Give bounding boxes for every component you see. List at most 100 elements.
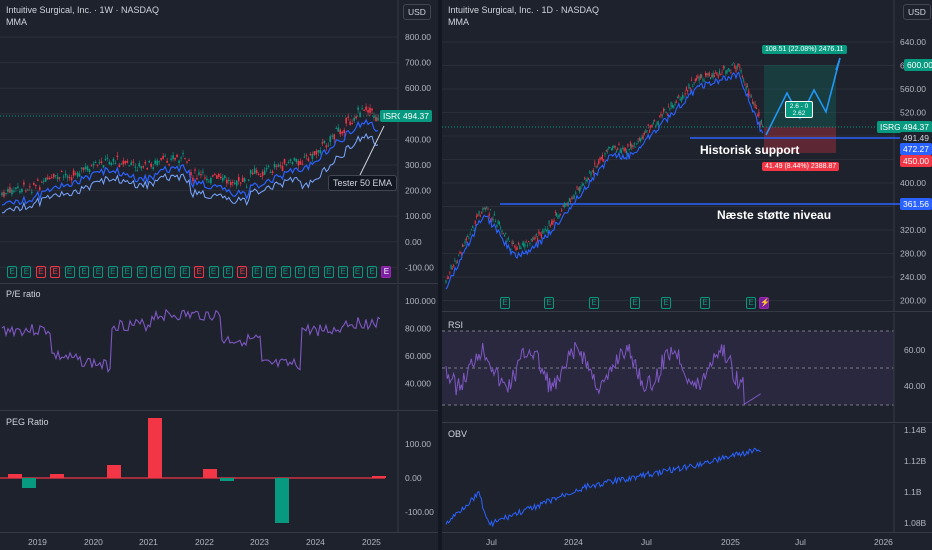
left-candle <box>150 163 153 167</box>
left-candle <box>148 161 151 163</box>
right-earnings-event-icon[interactable]: E <box>589 297 599 309</box>
right-candle <box>455 262 457 264</box>
right-candle <box>534 236 536 240</box>
right-chart-title: Intuitive Surgical, Inc. · 1D · NASDAQ <box>448 5 600 15</box>
right-currency-button[interactable]: USD <box>903 4 931 20</box>
right-candle <box>456 261 458 263</box>
left-earnings-event-icon[interactable]: E <box>367 266 377 278</box>
left-candle <box>375 117 377 122</box>
left-earnings-event-icon[interactable]: E <box>338 266 349 278</box>
right-candle <box>497 220 499 225</box>
left-candle <box>118 164 121 168</box>
left-earnings-event-icon[interactable]: E <box>7 266 17 278</box>
left-candle <box>241 177 244 182</box>
left-candle <box>46 177 49 180</box>
right-candle <box>587 178 590 180</box>
left-earnings-event-icon[interactable]: E <box>194 266 205 278</box>
right-candle <box>551 221 553 225</box>
left-candle <box>25 190 27 192</box>
right-candle <box>604 152 606 155</box>
right-rsi-pane[interactable]: 60.00 40.00 RSI <box>442 313 932 423</box>
left-candle <box>44 177 47 182</box>
left-candle <box>251 172 254 175</box>
left-earnings-event-icon[interactable]: E <box>107 266 118 278</box>
left-candle <box>249 170 252 174</box>
left-earnings-event-icon[interactable]: E <box>165 266 176 278</box>
right-candle <box>531 239 534 241</box>
left-candle <box>106 157 109 159</box>
left-earnings-event-icon[interactable]: E <box>50 266 61 278</box>
left-candle <box>72 170 75 176</box>
right-candle <box>609 147 611 149</box>
left-candle <box>337 127 340 132</box>
right-candle <box>500 227 502 229</box>
peg-bar <box>148 418 162 478</box>
right-candle <box>683 96 685 98</box>
left-earnings-event-icon[interactable]: E <box>64 266 75 278</box>
peg-ratio-chart: 100.00 0.00 -100.00 <box>0 412 434 532</box>
left-earnings-event-icon[interactable]: E <box>179 266 190 278</box>
left-candle <box>345 118 347 124</box>
lightning-icon[interactable]: ⚡ <box>759 297 770 309</box>
left-earnings-event-icon[interactable]: E <box>295 266 305 278</box>
left-earnings-event-icon[interactable]: E <box>309 266 320 278</box>
right-earnings-event-icon[interactable]: E <box>500 297 510 309</box>
left-earnings-event-icon[interactable]: E <box>223 266 233 278</box>
right-candle <box>535 233 537 235</box>
left-earnings-event-icon[interactable]: E <box>122 266 133 278</box>
rsi-line <box>445 341 761 406</box>
left-price-pane[interactable]: 800.00700.00600.00500.00400.00300.00200.… <box>0 0 438 284</box>
right-candle <box>642 135 644 139</box>
right-time-axis[interactable]: Jul 2024 Jul 2025 Jul 2026 <box>442 532 932 550</box>
left-earnings-event-icon[interactable]: E <box>21 266 32 278</box>
left-pe-pane[interactable]: 100.000 80.000 60.000 40.000 P/E ratio <box>0 285 438 411</box>
right-candle <box>549 224 551 227</box>
right-candle <box>651 124 653 127</box>
left-candle <box>86 166 89 171</box>
left-time-tick: 2023 <box>250 537 269 547</box>
left-time-axis[interactable]: 2019 2020 2021 2022 2023 2024 2025 <box>0 532 438 550</box>
obv-tick: 1.08B <box>904 518 927 528</box>
right-earnings-event-icon[interactable]: E <box>700 297 710 309</box>
right-candle <box>454 260 456 262</box>
left-earnings-event-icon[interactable]: E <box>35 266 46 278</box>
left-currency-button[interactable]: USD <box>403 4 431 20</box>
left-earnings-event-icon[interactable]: E <box>151 266 161 278</box>
left-chart-title: Intuitive Surgical, Inc. · 1W · NASDAQ <box>6 5 160 15</box>
right-earnings-event-icon[interactable]: E <box>746 297 756 309</box>
left-earnings-event-icon[interactable]: E <box>251 266 262 278</box>
left-candle <box>48 177 51 180</box>
left-candle <box>373 115 375 118</box>
right-candle <box>584 177 586 179</box>
right-earnings-event-icon[interactable]: E <box>544 297 554 309</box>
right-earnings-event-icon[interactable]: E <box>630 297 640 309</box>
right-candle <box>678 95 680 97</box>
pe-tick: 60.000 <box>405 351 431 361</box>
right-price-pane[interactable]: 640.00600.00560.00520.00480.00440.00400.… <box>442 0 932 312</box>
right-obv-pane[interactable]: 1.14B 1.12B 1.1B 1.08B OBV <box>442 424 932 532</box>
pane-divider[interactable] <box>438 0 442 550</box>
left-earnings-event-icon[interactable]: E <box>136 266 147 278</box>
left-candle <box>62 176 65 178</box>
right-candle <box>528 241 530 243</box>
left-earnings-event-icon[interactable]: E <box>352 266 363 278</box>
right-candle <box>689 87 691 89</box>
left-candle <box>37 179 39 181</box>
left-candle <box>21 188 23 192</box>
left-earnings-event-icon[interactable]: E <box>237 266 248 278</box>
left-earnings-event-icon[interactable]: E <box>323 266 334 278</box>
left-earnings-event-icon[interactable]: E <box>208 266 219 278</box>
right-candle <box>646 130 648 132</box>
right-candle <box>662 108 665 112</box>
right-earnings-event-icon[interactable]: E <box>661 297 671 309</box>
left-peg-pane[interactable]: 100.00 0.00 -100.00 PEG Ratio <box>0 412 438 532</box>
left-earnings-event-icon[interactable]: E <box>93 266 104 278</box>
left-earnings-event-icon[interactable]: E <box>266 266 277 278</box>
left-earnings-event-icon[interactable]: E <box>280 266 291 278</box>
left-earnings-event-icon[interactable]: E <box>79 266 89 278</box>
right-candle <box>445 280 447 284</box>
right-candle <box>724 66 726 68</box>
left-earnings-event-icon[interactable]: E <box>381 266 392 278</box>
left-candle <box>60 171 63 173</box>
right-candle <box>479 215 481 217</box>
